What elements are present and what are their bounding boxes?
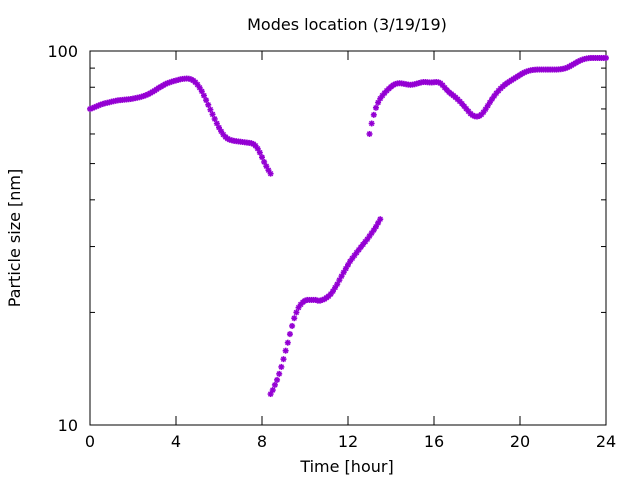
data-point bbox=[377, 95, 384, 102]
data-point bbox=[271, 381, 278, 388]
data-point bbox=[276, 370, 283, 377]
data-point bbox=[286, 331, 293, 338]
x-tick-label: 16 bbox=[424, 432, 444, 451]
data-point bbox=[289, 322, 296, 329]
y-tick-label: 100 bbox=[47, 42, 78, 61]
data-point bbox=[295, 304, 302, 311]
x-axis: 0 4 8 12 16 20 24 bbox=[85, 51, 616, 451]
data-point bbox=[377, 216, 384, 223]
y-axis-title: Particle size [nm] bbox=[5, 169, 24, 308]
y-axis: 10 100 bbox=[47, 42, 606, 435]
data-point bbox=[209, 111, 216, 118]
data-point bbox=[282, 347, 289, 354]
x-tick-label: 8 bbox=[257, 432, 267, 451]
data-point bbox=[200, 92, 207, 99]
plot-frame bbox=[89, 50, 607, 426]
chart-title: Modes location (3/19/19) bbox=[247, 15, 447, 34]
x-tick-label: 20 bbox=[510, 432, 530, 451]
data-point bbox=[198, 88, 205, 95]
data-points bbox=[87, 54, 609, 398]
data-point bbox=[274, 376, 281, 383]
x-axis-title: Time [hour] bbox=[299, 457, 393, 476]
data-point bbox=[370, 111, 377, 118]
data-point bbox=[256, 149, 263, 156]
data-point bbox=[480, 109, 487, 116]
x-tick-label: 4 bbox=[171, 432, 181, 451]
data-point bbox=[278, 363, 285, 370]
y-tick-label: 10 bbox=[58, 416, 78, 435]
data-point bbox=[329, 288, 336, 295]
data-point bbox=[205, 101, 212, 108]
data-point bbox=[293, 309, 300, 316]
data-point bbox=[259, 154, 265, 161]
x-tick-label: 24 bbox=[596, 432, 616, 451]
x-tick-label: 0 bbox=[85, 432, 95, 451]
data-point bbox=[603, 54, 609, 61]
x-tick-label: 12 bbox=[338, 432, 358, 451]
data-point bbox=[269, 387, 276, 394]
data-point bbox=[366, 130, 373, 137]
data-point bbox=[291, 315, 298, 322]
data-point bbox=[284, 339, 291, 346]
data-point bbox=[280, 356, 287, 363]
data-point bbox=[372, 104, 379, 111]
data-point bbox=[207, 106, 214, 113]
data-point bbox=[203, 97, 210, 104]
data-point bbox=[267, 170, 274, 177]
data-point bbox=[368, 120, 375, 127]
data-point bbox=[211, 115, 218, 122]
